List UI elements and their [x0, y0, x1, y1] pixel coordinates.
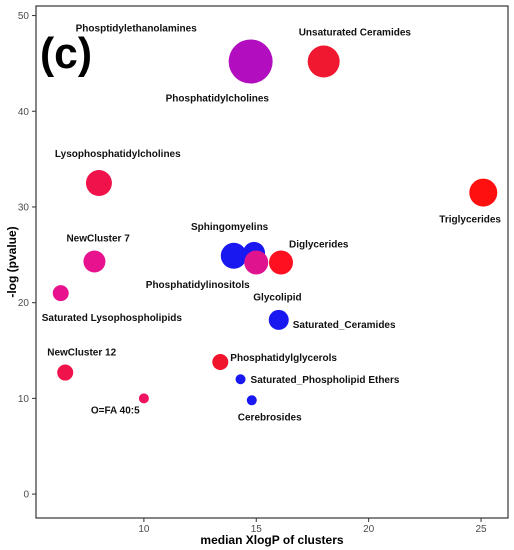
- point-label-phosptidylethanolamines: Phosptidylethanolamines: [76, 24, 198, 35]
- y-tick-label: 20: [18, 298, 30, 309]
- point-phosphatidylinositols: [220, 242, 247, 269]
- point-label-sphingomyelins: Sphingomyelins: [191, 222, 269, 233]
- point-newcluster-12: [57, 364, 74, 381]
- y-axis: 0 10 20 30 40 50: [18, 11, 36, 501]
- x-axis: 10 15 20 25: [138, 518, 487, 535]
- y-tick-label: 40: [18, 107, 30, 118]
- y-tick-label: 0: [23, 490, 29, 501]
- point-saturated-lysophospholipids: [52, 285, 69, 302]
- point-label-phosphatidylcholines: Phosphatidylcholines: [166, 94, 270, 105]
- point-unsaturated-ceramides: [307, 45, 340, 78]
- point-phosptidylethanolamines: [228, 39, 273, 84]
- point-triglycerides: [469, 178, 498, 207]
- point-saturated-ceramides: [268, 309, 289, 330]
- x-tick-label: 10: [138, 524, 150, 535]
- point-label-cerebrosides: Cerebrosides: [238, 412, 302, 423]
- point-label-phosphatidylglycerols: Phosphatidylglycerols: [230, 353, 337, 364]
- point-label-phosphatidylinositols: Phosphatidylinositols: [146, 280, 250, 291]
- point-label-unsaturated-ceramides: Unsaturated Ceramides: [299, 28, 412, 39]
- x-tick-label: 25: [475, 524, 487, 535]
- point-label-diglycerides: Diglycerides: [289, 239, 349, 250]
- point-lysophosphatidylcholines: [85, 170, 112, 197]
- points-layer: [52, 39, 498, 406]
- point-label-triglycerides: Triglycerides: [439, 215, 501, 226]
- point-label-o-fa-40-5: O=FA 40:5: [91, 405, 140, 416]
- point-label-saturated-lysophospholipids: Saturated Lysophospholipids: [42, 313, 183, 324]
- panel-label: (c): [40, 29, 92, 78]
- y-axis-title: -log (pvalue): [5, 226, 19, 297]
- point-label-glycolipid: Glycolipid: [253, 292, 301, 303]
- x-axis-title: median XlogP of clusters: [200, 533, 343, 547]
- point-diglycerides: [268, 250, 293, 275]
- point-phosphatidylglycerols: [212, 354, 229, 371]
- y-tick-label: 50: [18, 11, 30, 22]
- point-saturated-phospholipid-ethers: [235, 374, 246, 385]
- point-label-newcluster-12: NewCluster 12: [47, 348, 116, 359]
- point-cerebrosides: [246, 395, 257, 406]
- y-tick-label: 10: [18, 394, 30, 405]
- point-label-newcluster-7: NewCluster 7: [66, 234, 130, 245]
- x-tick-label: 20: [363, 524, 375, 535]
- labels-layer: Phosptidylethanolamines Phosphatidylcholi…: [42, 24, 502, 424]
- y-tick-label: 30: [18, 202, 30, 213]
- x-tick-label: 15: [251, 524, 263, 535]
- point-label-lysophosphatidylcholines: Lysophosphatidylcholines: [55, 149, 181, 160]
- point-glycolipid: [244, 250, 269, 275]
- point-o-fa-40-5: [138, 393, 149, 404]
- point-label-saturated-phospholipid-ethers: Saturated_Phospholipid Ethers: [251, 375, 400, 386]
- point-newcluster-7: [83, 250, 106, 273]
- point-label-saturated-ceramides: Saturated_Ceramides: [293, 320, 396, 331]
